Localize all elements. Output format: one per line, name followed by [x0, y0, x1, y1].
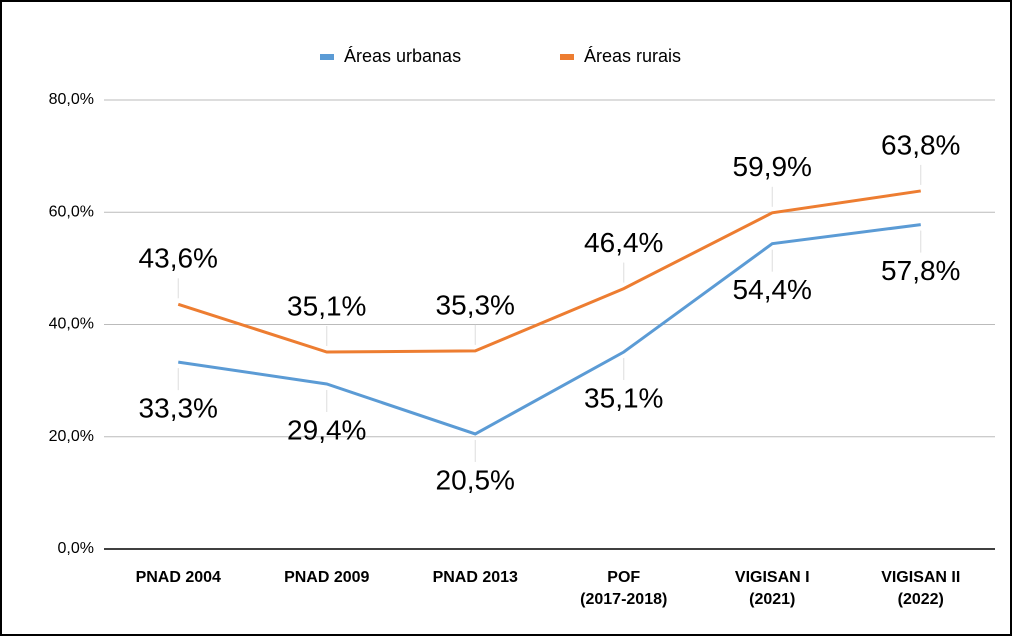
x-tick-line: (2022) — [898, 591, 944, 608]
data-label: 54,4% — [733, 274, 812, 305]
data-label: 57,8% — [881, 255, 960, 286]
data-label: 59,9% — [733, 151, 812, 182]
series-line — [178, 223, 921, 436]
data-label: 29,4% — [287, 414, 366, 445]
x-tick-line: VIGISAN I — [735, 569, 810, 586]
series-line — [177, 189, 921, 354]
x-tick-label: PNAD 2009 — [284, 569, 369, 586]
legend-swatch — [320, 54, 334, 60]
y-tick-label: 0,0% — [58, 540, 94, 557]
y-tick-label: 20,0% — [49, 428, 94, 445]
x-tick-label: VIGISAN II (2022) — [881, 569, 960, 608]
x-tick-line: PNAD 2013 — [433, 569, 518, 586]
data-label: 63,8% — [881, 129, 960, 160]
x-tick-label: PNAD 2013 — [433, 569, 518, 586]
x-tick-line: (2017-2018) — [580, 591, 667, 608]
x-tick-line: PNAD 2009 — [284, 569, 369, 586]
data-label: 20,5% — [436, 464, 515, 495]
legend-label: Áreas rurais — [584, 46, 681, 66]
y-tick-label: 80,0% — [49, 91, 94, 108]
data-label: 43,6% — [139, 243, 218, 274]
x-tick-label: POF (2017-2018) — [580, 569, 667, 608]
y-tick-label: 40,0% — [49, 316, 94, 333]
x-tick-line: PNAD 2004 — [136, 569, 221, 586]
legend-label: Áreas urbanas — [344, 46, 461, 66]
y-tick-label: 60,0% — [49, 203, 94, 220]
x-tick-line: (2021) — [749, 591, 795, 608]
x-tick-line: POF — [607, 569, 640, 586]
x-tick-label: VIGISAN I (2021) — [735, 569, 810, 608]
x-tick-label: PNAD 2004 — [136, 569, 221, 586]
x-tick-line: VIGISAN II — [881, 569, 960, 586]
data-label: 35,1% — [287, 290, 366, 321]
data-label: 46,4% — [584, 227, 663, 258]
data-label: 33,3% — [139, 392, 218, 423]
legend-swatch — [560, 54, 574, 60]
data-label: 35,3% — [436, 289, 515, 320]
data-label: 35,1% — [584, 382, 663, 413]
